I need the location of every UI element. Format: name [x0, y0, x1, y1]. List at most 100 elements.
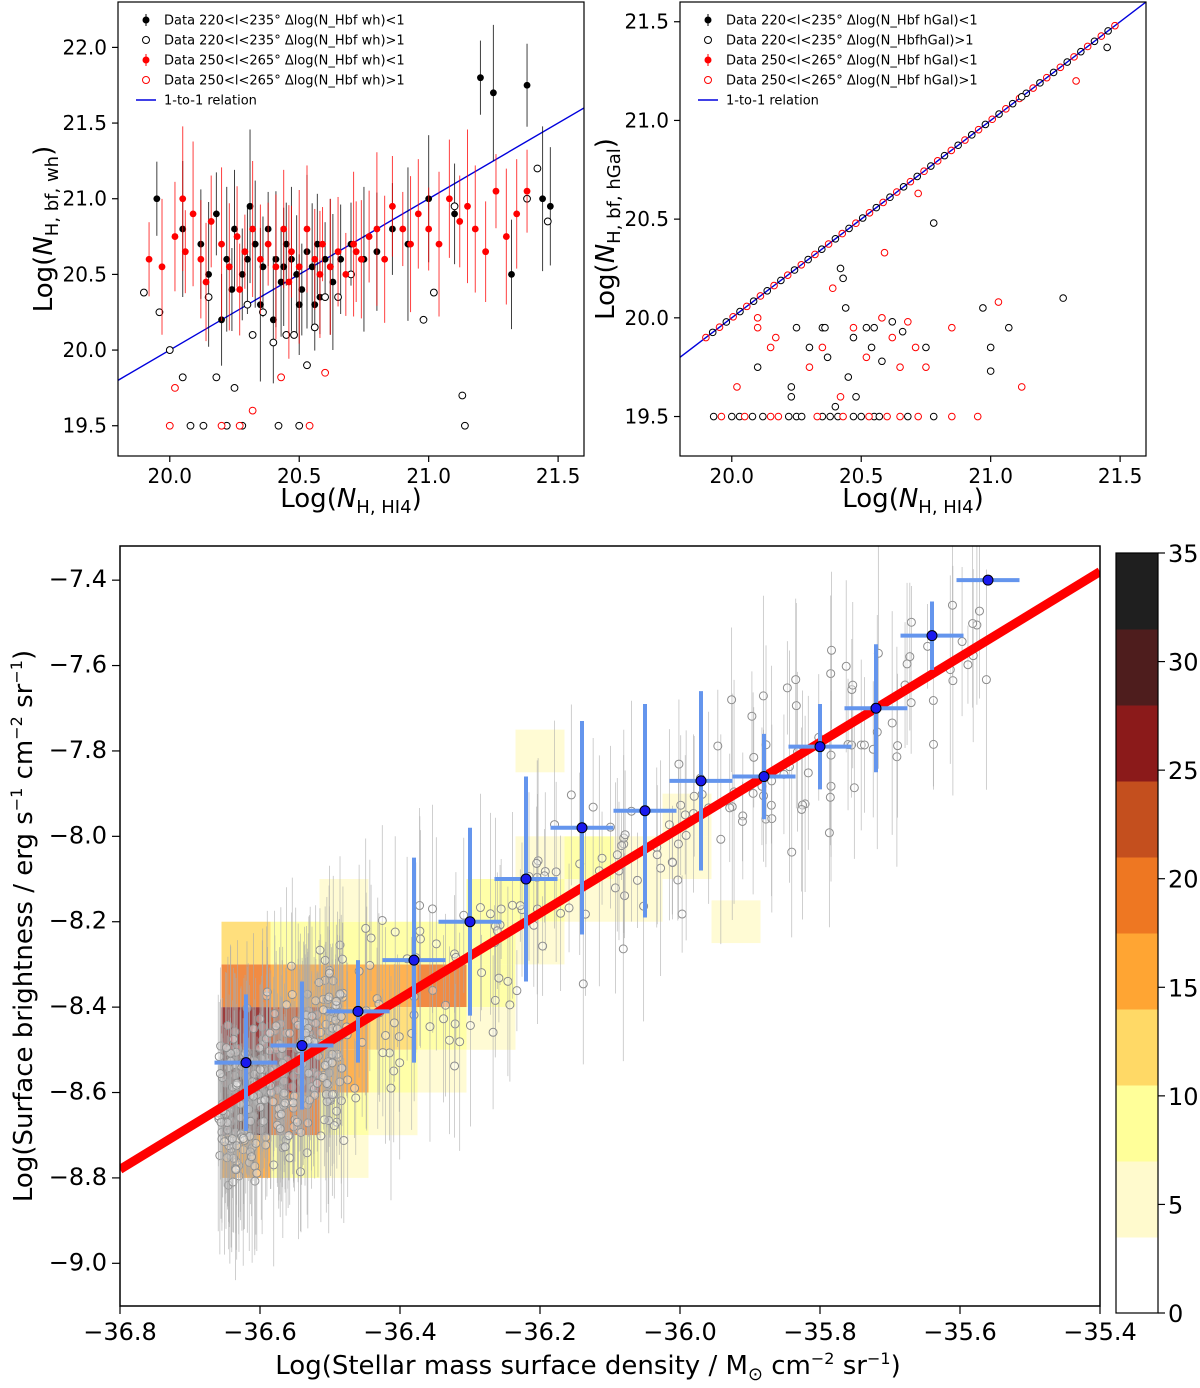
cloud-point [826, 750, 836, 760]
cloud-point [431, 939, 441, 949]
cloud-point [588, 802, 598, 812]
data-point [202, 278, 210, 286]
data-point-open [235, 421, 244, 430]
data-point-open [839, 412, 847, 421]
on-line-point [927, 162, 935, 170]
data-point [313, 240, 321, 248]
cloud-point [386, 1083, 396, 1093]
cloud-point [281, 1000, 291, 1010]
y-tick-label: 19.5 [62, 414, 107, 438]
data-point-open [852, 392, 860, 401]
cloud-point [564, 903, 574, 913]
cloud-point [215, 1069, 225, 1079]
data-point [365, 233, 373, 240]
data-point-open [823, 353, 832, 362]
data-point-open [1017, 383, 1026, 391]
data-point [298, 286, 306, 293]
data-point [259, 263, 267, 271]
cloud-point [465, 1020, 475, 1030]
on-line-point [1029, 84, 1037, 92]
colorbar-tick-label: 30 [1168, 649, 1199, 677]
data-point [451, 210, 458, 218]
data-point [502, 233, 510, 240]
data-point [492, 187, 500, 195]
data-point [282, 240, 290, 248]
data-point [153, 195, 161, 203]
cloud-point [824, 828, 834, 838]
bin-mean-point [926, 630, 938, 642]
cloud-point [284, 1131, 294, 1141]
panel-top-left: 20.0 20.5 21.0 21.5 19.5 20.0 20.5 21.0 21.5 22.0… [29, 1, 585, 518]
cloud-point [425, 1022, 435, 1032]
density-cell [662, 836, 712, 880]
on-line-point [852, 219, 860, 228]
on-line-point [804, 255, 812, 264]
data-point [228, 286, 236, 293]
data-point [207, 218, 215, 225]
density-cell [417, 921, 467, 965]
on-line-point [783, 271, 792, 279]
on-line-point [981, 120, 990, 129]
cloud-point [221, 1043, 231, 1053]
cloud-point [227, 1134, 237, 1144]
data-point-open [844, 373, 853, 381]
data-point [399, 225, 407, 233]
data-point-open [904, 317, 912, 326]
data-point [249, 225, 257, 233]
data-point [218, 240, 225, 248]
cloud-point [803, 768, 813, 778]
data-point-open [805, 343, 814, 352]
data-point-open [911, 343, 920, 352]
density-cell [515, 729, 565, 773]
cloud-point [503, 976, 513, 986]
data-point-open [784, 412, 793, 421]
data-point [319, 240, 326, 248]
cloud-point [556, 908, 566, 918]
data-point [181, 248, 189, 256]
cloud-point [906, 617, 916, 627]
data-point [464, 202, 471, 210]
on-line-point [1070, 53, 1078, 61]
data-point [231, 225, 238, 233]
y-tick-label: −8.4 [49, 992, 107, 1020]
cloud-point [496, 904, 506, 914]
cloud-point [288, 1098, 298, 1108]
cloud-point [280, 1142, 290, 1152]
cloud-point [892, 752, 902, 762]
density-cell [368, 1092, 418, 1136]
on-line-point [749, 297, 758, 305]
cloud-point [439, 1014, 449, 1024]
data-point-open [986, 367, 995, 375]
data-point-open [839, 274, 847, 283]
legend-label: Data 220<l<235° Δlog(N_Hbf wh)<1 [164, 14, 405, 29]
y-tick-label: −9.0 [49, 1248, 107, 1276]
data-point-open [1072, 77, 1080, 85]
data-point-open [986, 343, 995, 352]
data-point-open [458, 391, 467, 400]
on-line-point [967, 131, 976, 139]
data-point-open [867, 343, 876, 352]
data-point [539, 195, 546, 203]
legend-marker-open [704, 76, 712, 84]
cloud-point [459, 910, 469, 920]
tl-legend: Data 220<l<235° Δlog(N_Hbf wh)<1 Data 220… [136, 14, 405, 109]
data-point-open [805, 363, 814, 371]
on-line-point [708, 328, 717, 337]
legend-marker-filled [142, 56, 150, 64]
cloud-point [902, 659, 912, 669]
on-line-point [1077, 47, 1085, 56]
data-point-open [973, 412, 982, 421]
x-tick-label: 21.5 [1098, 464, 1143, 488]
data-point-open [994, 298, 1003, 306]
data-point-open [771, 333, 780, 342]
data-point-open [888, 317, 897, 326]
cloud-point [270, 1009, 280, 1019]
data-point [342, 271, 350, 278]
cloud-point [395, 1058, 405, 1068]
data-point [197, 255, 205, 263]
data-point-open [165, 346, 174, 354]
data-point [326, 263, 334, 271]
density-cell [270, 921, 320, 965]
cloud-point [331, 996, 341, 1006]
data-point [489, 89, 497, 97]
